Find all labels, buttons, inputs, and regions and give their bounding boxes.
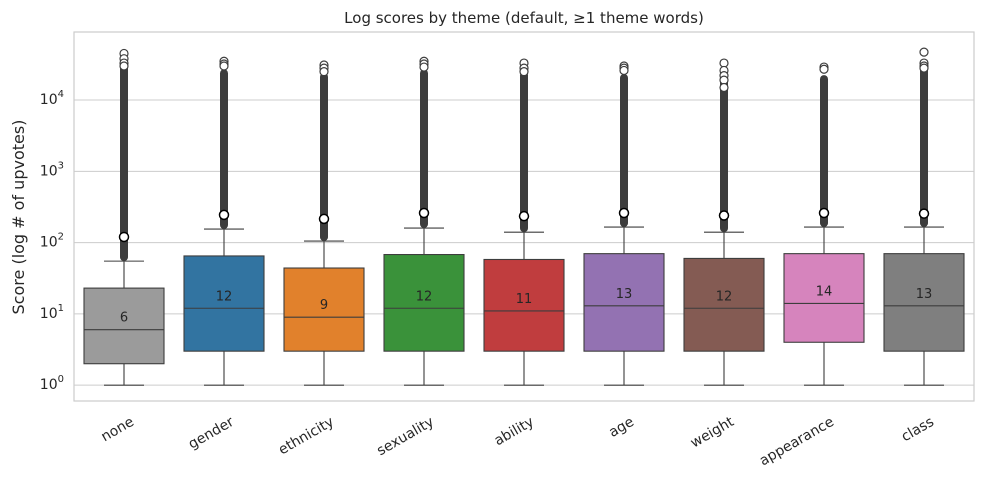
mean-marker bbox=[418, 207, 430, 219]
x-tick-label: ability bbox=[492, 414, 537, 449]
box-sexuality bbox=[383, 253, 465, 352]
outlier-point bbox=[319, 67, 329, 77]
x-tick-label: sexuality bbox=[374, 414, 437, 459]
y-tick-label: 102 bbox=[40, 232, 64, 251]
median-label: 14 bbox=[816, 284, 833, 299]
outlier-point bbox=[819, 64, 829, 74]
y-tick-label: 100 bbox=[40, 374, 64, 393]
box-weight bbox=[683, 257, 765, 352]
box-none bbox=[83, 287, 165, 365]
median-label: 13 bbox=[616, 287, 633, 302]
box-class bbox=[883, 253, 965, 352]
median-label: 12 bbox=[716, 289, 733, 304]
median-label: 9 bbox=[320, 298, 328, 313]
median-label: 12 bbox=[216, 289, 233, 304]
y-tick-label: 101 bbox=[40, 303, 64, 322]
mean-marker bbox=[118, 231, 130, 243]
mean-marker bbox=[618, 207, 630, 219]
outlier-point bbox=[919, 47, 929, 57]
mean-marker bbox=[918, 208, 930, 219]
median-label: 11 bbox=[516, 292, 533, 307]
x-tick-label: appearance bbox=[757, 414, 837, 469]
outlier-point bbox=[619, 65, 629, 76]
x-tick-label: class bbox=[899, 414, 937, 445]
box-age bbox=[583, 253, 665, 352]
outlier-point bbox=[519, 67, 529, 77]
x-tick-label: ethnicity bbox=[276, 414, 337, 458]
box-ethnicity bbox=[283, 267, 365, 352]
plot-area: 100 101 102 103 104 6 none 12 gender 9 ethnicity 12… bbox=[40, 31, 975, 469]
mean-marker bbox=[218, 209, 230, 221]
box-appearance bbox=[783, 253, 865, 343]
x-tick-label: gender bbox=[186, 414, 237, 453]
outlier-point bbox=[919, 63, 929, 73]
x-tick-label: weight bbox=[688, 414, 737, 452]
plot-frame bbox=[73, 31, 975, 402]
chart-title: Log scores by theme (default, ≥1 theme w… bbox=[344, 9, 704, 27]
y-tick-label: 104 bbox=[40, 89, 64, 108]
y-tick-label: 103 bbox=[40, 160, 64, 179]
median-label: 6 bbox=[120, 311, 128, 326]
mean-marker bbox=[518, 210, 530, 222]
outlier-point bbox=[119, 61, 129, 71]
box-gender bbox=[183, 255, 265, 352]
x-tick-label: age bbox=[606, 414, 637, 441]
outlier-point bbox=[719, 82, 729, 93]
median-label: 13 bbox=[916, 287, 933, 302]
outlier-point bbox=[219, 61, 229, 71]
x-tick-label: none bbox=[99, 414, 137, 445]
mean-marker bbox=[318, 213, 330, 225]
mean-marker bbox=[818, 207, 830, 219]
median-label: 12 bbox=[416, 289, 433, 304]
mean-marker bbox=[718, 210, 730, 221]
outlier-point bbox=[419, 62, 429, 72]
y-axis-label: Score (log # of upvotes) bbox=[9, 120, 28, 315]
box-ability bbox=[483, 258, 565, 352]
